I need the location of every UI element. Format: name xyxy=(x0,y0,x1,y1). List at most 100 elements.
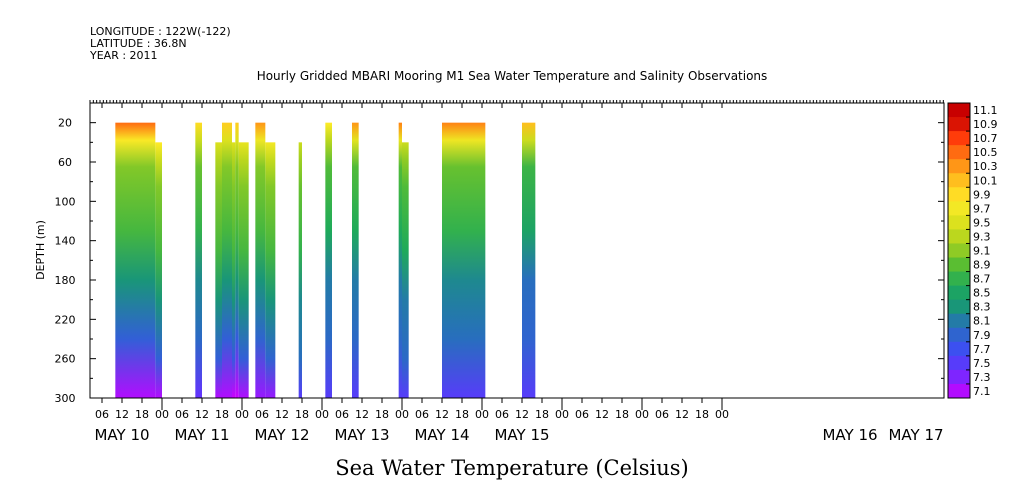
colorbar-label: 9.7 xyxy=(973,202,991,215)
longitude-label: LONGITUDE : 122W(-122) xyxy=(90,25,231,38)
colorbar-label: 10.9 xyxy=(973,118,998,131)
day-label: MAY 14 xyxy=(414,426,469,444)
x-tick-label: 18 xyxy=(295,408,309,421)
colorbar-swatch xyxy=(948,327,970,343)
x-tick-label: 06 xyxy=(415,408,429,421)
colorbar-label: 10.7 xyxy=(973,132,998,145)
x-tick-label: 00 xyxy=(395,408,409,421)
x-tick-label: 00 xyxy=(315,408,329,421)
colorbar-label: 8.1 xyxy=(973,315,991,328)
x-tick-label: 18 xyxy=(695,408,709,421)
data-block xyxy=(522,122,536,399)
x-tick-label: 12 xyxy=(515,408,529,421)
colorbar-label: 8.3 xyxy=(973,301,991,314)
data-block xyxy=(442,122,486,399)
x-tick-label: 06 xyxy=(95,408,109,421)
x-tick-label: 12 xyxy=(435,408,449,421)
colorbar-swatch xyxy=(948,103,970,118)
colorbar-swatch xyxy=(948,383,970,399)
data-blocks xyxy=(115,122,536,399)
x-tick-label: 12 xyxy=(275,408,289,421)
day-label: MAY 13 xyxy=(334,426,389,444)
data-block xyxy=(352,122,359,399)
colorbar-label: 9.3 xyxy=(973,230,991,243)
colorbar-swatch xyxy=(948,145,970,160)
x-tick-label: 18 xyxy=(135,408,149,421)
x-tick-label: 00 xyxy=(715,408,729,421)
y-tick-label: 260 xyxy=(55,353,76,366)
x-tick-label: 06 xyxy=(335,408,349,421)
data-block xyxy=(195,122,202,399)
colorbar-label: 9.1 xyxy=(973,245,991,258)
colorbar-swatch xyxy=(948,173,970,188)
day-label: MAY 12 xyxy=(254,426,309,444)
colorbar: 11.110.910.710.510.310.19.99.79.59.39.18… xyxy=(947,102,998,399)
day-label: MAY 10 xyxy=(94,426,149,444)
day-label: MAY 11 xyxy=(174,426,229,444)
data-block xyxy=(232,142,236,398)
x-tick-label: 00 xyxy=(635,408,649,421)
x-tick-label: 06 xyxy=(655,408,669,421)
x-tick-label: 00 xyxy=(555,408,569,421)
x-tick-label: 06 xyxy=(255,408,269,421)
colorbar-label: 8.7 xyxy=(973,273,991,286)
colorbar-swatch xyxy=(948,243,970,259)
y-tick-label: 180 xyxy=(55,274,76,287)
data-block xyxy=(115,122,156,399)
x-tick-label: 06 xyxy=(175,408,189,421)
data-block xyxy=(325,122,332,399)
x-tick-label: 06 xyxy=(495,408,509,421)
colorbar-label: 9.9 xyxy=(973,188,991,201)
colorbar-label: 10.3 xyxy=(973,160,998,173)
colorbar-label: 8.9 xyxy=(973,259,991,272)
colorbar-frame xyxy=(947,102,971,399)
data-block xyxy=(235,122,239,399)
data-block xyxy=(398,122,402,399)
colorbar-label: 10.1 xyxy=(973,174,998,187)
colorbar-label: 7.1 xyxy=(973,385,991,398)
colorbar-swatch xyxy=(948,257,970,273)
year-label: YEAR : 2011 xyxy=(89,49,158,62)
colorbar-swatch xyxy=(948,369,970,385)
colorbar-swatch xyxy=(948,215,970,230)
colorbar-label: 8.5 xyxy=(973,287,991,300)
data-block xyxy=(255,122,266,399)
colorbar-label: 9.5 xyxy=(973,216,991,229)
bottom-label: Sea Water Temperature (Celsius) xyxy=(335,456,689,480)
x-tick-label: 18 xyxy=(535,408,549,421)
colorbar-label: 10.5 xyxy=(973,146,998,159)
y-tick-label: 220 xyxy=(55,313,76,326)
x-tick-label: 18 xyxy=(615,408,629,421)
day-label: MAY 16 xyxy=(822,426,877,444)
x-tick-label: 12 xyxy=(115,408,129,421)
colorbar-label: 11.1 xyxy=(973,104,998,117)
colorbar-swatch xyxy=(948,313,970,329)
x-tick-label: 00 xyxy=(475,408,489,421)
x-tick-label: 06 xyxy=(575,408,589,421)
colorbar-swatch xyxy=(948,187,970,202)
colorbar-label: 7.9 xyxy=(973,329,991,342)
data-block xyxy=(402,142,409,398)
y-tick-label: 300 xyxy=(55,392,76,405)
colorbar-label: 7.3 xyxy=(973,371,991,384)
x-tick-label: 12 xyxy=(595,408,609,421)
colorbar-swatch xyxy=(948,299,970,315)
x-tick-label: 12 xyxy=(355,408,369,421)
day-label: MAY 17 xyxy=(888,426,943,444)
y-axis-label: DEPTH (m) xyxy=(34,220,47,280)
colorbar-swatch xyxy=(948,285,970,301)
x-tick-label: 18 xyxy=(375,408,389,421)
axes: 06 12 18 00 06 12 18 00 06 12 18 00 06 12 18 00 06 12 18 00… xyxy=(55,100,945,444)
colorbar-swatch xyxy=(948,131,970,146)
colorbar-swatch xyxy=(948,341,970,357)
data-block xyxy=(215,142,222,398)
latitude-label: LATITUDE : 36.8N xyxy=(90,37,187,50)
chart-title: Hourly Gridded MBARI Mooring M1 Sea Wate… xyxy=(257,69,768,83)
y-tick-label: 140 xyxy=(55,235,76,248)
data-block xyxy=(222,122,232,399)
data-block xyxy=(265,142,276,398)
y-tick-label: 20 xyxy=(58,117,72,130)
data-block xyxy=(155,142,162,398)
x-tick-label: 12 xyxy=(195,408,209,421)
